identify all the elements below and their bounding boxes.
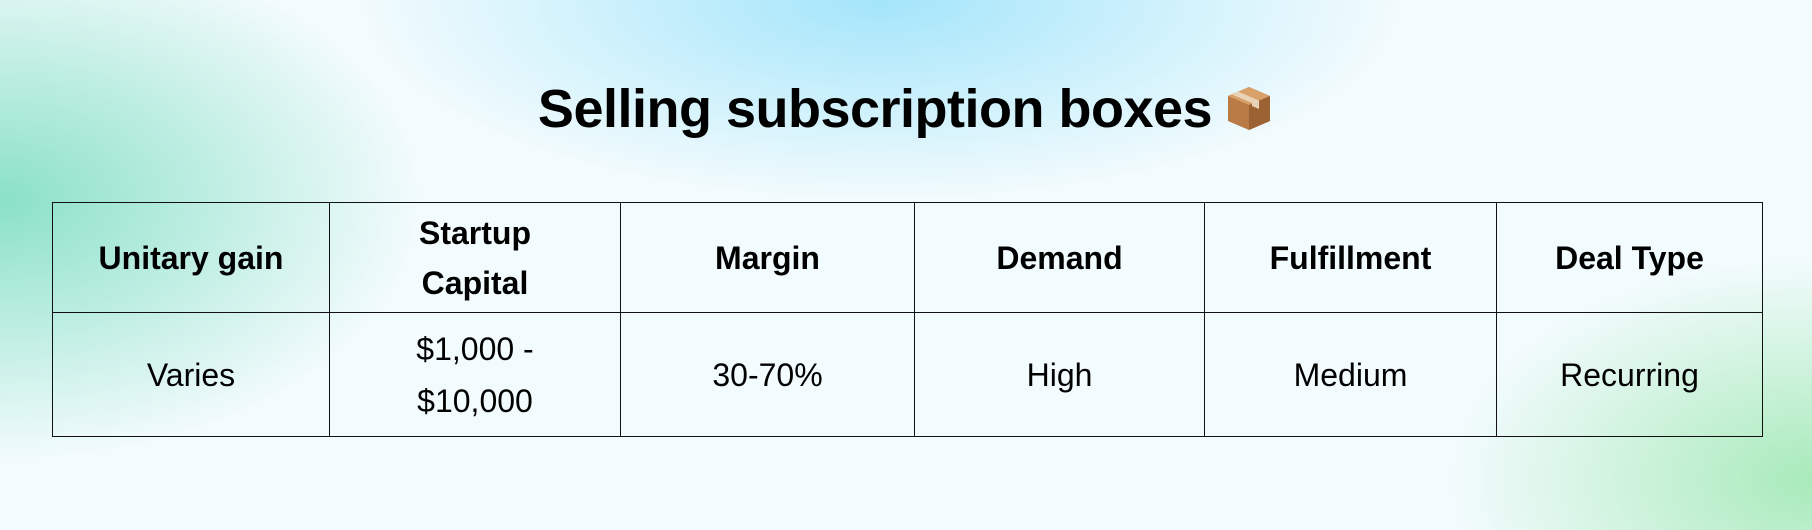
header-demand: Demand <box>914 202 1205 313</box>
cell-deal-type: Recurring <box>1496 312 1763 437</box>
page-title: Selling subscription boxes <box>0 78 1812 140</box>
package-icon <box>1224 83 1274 133</box>
cell-margin: 30-70% <box>620 312 915 437</box>
header-startup-capital-text: Startup Capital <box>419 214 531 301</box>
cell-startup-capital-text: $1,000 - $10,000 <box>416 330 534 419</box>
table-header-row: Unitary gain Startup Capital Margin Dema… <box>52 202 1763 313</box>
header-margin: Margin <box>620 202 915 313</box>
cell-demand: High <box>914 312 1205 437</box>
comparison-table: Unitary gain Startup Capital Margin Dema… <box>52 202 1763 437</box>
header-deal-type: Deal Type <box>1496 202 1763 313</box>
header-startup-capital: Startup Capital <box>329 202 621 313</box>
cell-startup-capital: $1,000 - $10,000 <box>329 312 621 437</box>
table-row: Varies $1,000 - $10,000 30-70% High Medi… <box>52 312 1763 437</box>
header-fulfillment: Fulfillment <box>1204 202 1497 313</box>
title-text: Selling subscription boxes <box>537 79 1213 139</box>
cell-fulfillment: Medium <box>1204 312 1497 437</box>
cell-unitary-gain: Varies <box>52 312 330 437</box>
header-unitary-gain: Unitary gain <box>52 202 330 313</box>
